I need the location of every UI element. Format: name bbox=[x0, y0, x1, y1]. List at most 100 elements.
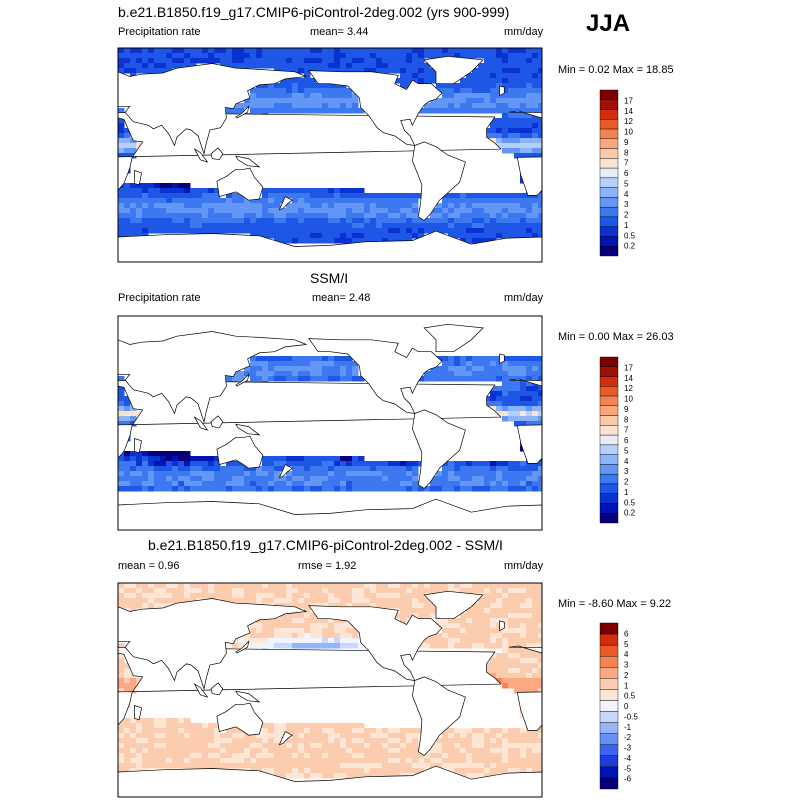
precip-cell bbox=[496, 366, 503, 372]
precip-cell bbox=[376, 748, 383, 754]
precip-cell bbox=[472, 376, 479, 382]
precip-cell bbox=[538, 228, 545, 234]
precip-cell bbox=[490, 366, 497, 372]
precip-cell bbox=[166, 481, 173, 487]
precip-cell bbox=[496, 396, 503, 402]
precip-cell bbox=[238, 223, 245, 229]
precip-cell bbox=[436, 223, 443, 229]
precip-cell bbox=[208, 486, 215, 492]
colorbar-box bbox=[600, 416, 618, 426]
precip-cell bbox=[154, 198, 161, 204]
precip-cell bbox=[418, 588, 425, 594]
precip-cell bbox=[538, 628, 545, 634]
precip-cell bbox=[514, 658, 521, 664]
precip-cell bbox=[424, 228, 431, 234]
precip-cell bbox=[496, 376, 503, 382]
coastline bbox=[0, 142, 41, 221]
coastline bbox=[635, 416, 647, 428]
precip-cell bbox=[538, 391, 545, 397]
precip-cell bbox=[178, 748, 185, 754]
precip-cell bbox=[172, 456, 179, 462]
precip-cell bbox=[514, 593, 521, 599]
precip-cell bbox=[466, 366, 473, 372]
precip-cell bbox=[364, 593, 371, 599]
precip-cell bbox=[460, 218, 467, 224]
precip-cell bbox=[484, 461, 491, 467]
precip-cell bbox=[292, 218, 299, 224]
precip-cell bbox=[274, 371, 281, 377]
precip-cell bbox=[484, 108, 491, 114]
precip-cell bbox=[178, 48, 185, 54]
precip-cell bbox=[298, 723, 305, 729]
precip-cell bbox=[298, 108, 305, 114]
precip-cell bbox=[316, 733, 323, 739]
precip-cell bbox=[346, 593, 353, 599]
precip-cell bbox=[406, 603, 413, 609]
precip-cell bbox=[496, 406, 503, 412]
precip-cell bbox=[382, 228, 389, 234]
precip-cell bbox=[514, 481, 521, 487]
precip-cell bbox=[268, 193, 275, 199]
precip-cell bbox=[388, 768, 395, 774]
precip-cell bbox=[310, 188, 317, 194]
precip-cell bbox=[490, 83, 497, 89]
precip-cell bbox=[124, 471, 131, 477]
precip-cell bbox=[376, 208, 383, 214]
precip-cell bbox=[526, 476, 533, 482]
precip-cell bbox=[148, 456, 155, 462]
precip-cell bbox=[316, 223, 323, 229]
precip-cell bbox=[280, 108, 287, 114]
precip-cell bbox=[502, 471, 509, 477]
precip-cell bbox=[508, 623, 515, 629]
precip-cell bbox=[520, 653, 527, 659]
precip-cell bbox=[538, 471, 545, 477]
precip-cell bbox=[322, 53, 329, 59]
precip-cell bbox=[388, 728, 395, 734]
precip-cell bbox=[466, 758, 473, 764]
precip-cell bbox=[238, 593, 245, 599]
precip-cell bbox=[430, 753, 437, 759]
precip-cell bbox=[430, 583, 437, 589]
precip-cell bbox=[532, 98, 539, 104]
precip-cell bbox=[478, 193, 485, 199]
precip-cell bbox=[316, 108, 323, 114]
precip-cell bbox=[406, 228, 413, 234]
precip-cell bbox=[352, 48, 359, 54]
precip-cell bbox=[268, 376, 275, 382]
precip-cell bbox=[502, 598, 509, 604]
precip-cell bbox=[310, 228, 317, 234]
precip-cell bbox=[346, 773, 353, 779]
precip-cell bbox=[196, 743, 203, 749]
precip-cell bbox=[238, 598, 245, 604]
precip-cell bbox=[346, 481, 353, 487]
precip-cell bbox=[340, 733, 347, 739]
precip-cell bbox=[256, 633, 263, 639]
precip-cell bbox=[502, 371, 509, 377]
precip-cell bbox=[346, 723, 353, 729]
coastline bbox=[509, 646, 800, 730]
precip-cell bbox=[520, 148, 527, 154]
precip-cell bbox=[514, 613, 521, 619]
precip-cell bbox=[442, 223, 449, 229]
precip-cell bbox=[136, 748, 143, 754]
precip-cell bbox=[202, 763, 209, 769]
precip-cell bbox=[352, 763, 359, 769]
precip-cell bbox=[160, 738, 167, 744]
precip-cell bbox=[130, 466, 137, 472]
precip-cell bbox=[268, 371, 275, 377]
precip-cell bbox=[130, 63, 137, 69]
precip-cell bbox=[388, 233, 395, 239]
precip-cell bbox=[532, 83, 539, 89]
precip-cell bbox=[256, 213, 263, 219]
coastline bbox=[0, 606, 18, 681]
precip-cell bbox=[538, 613, 545, 619]
precip-cell bbox=[358, 466, 365, 472]
precip-cell bbox=[274, 633, 281, 639]
precip-cell bbox=[358, 456, 365, 462]
precip-cell bbox=[394, 476, 401, 482]
precip-cell bbox=[130, 748, 137, 754]
colorbar-box bbox=[600, 236, 618, 246]
precip-cell bbox=[334, 93, 341, 99]
precip-cell bbox=[352, 728, 359, 734]
precip-cell bbox=[454, 486, 461, 492]
